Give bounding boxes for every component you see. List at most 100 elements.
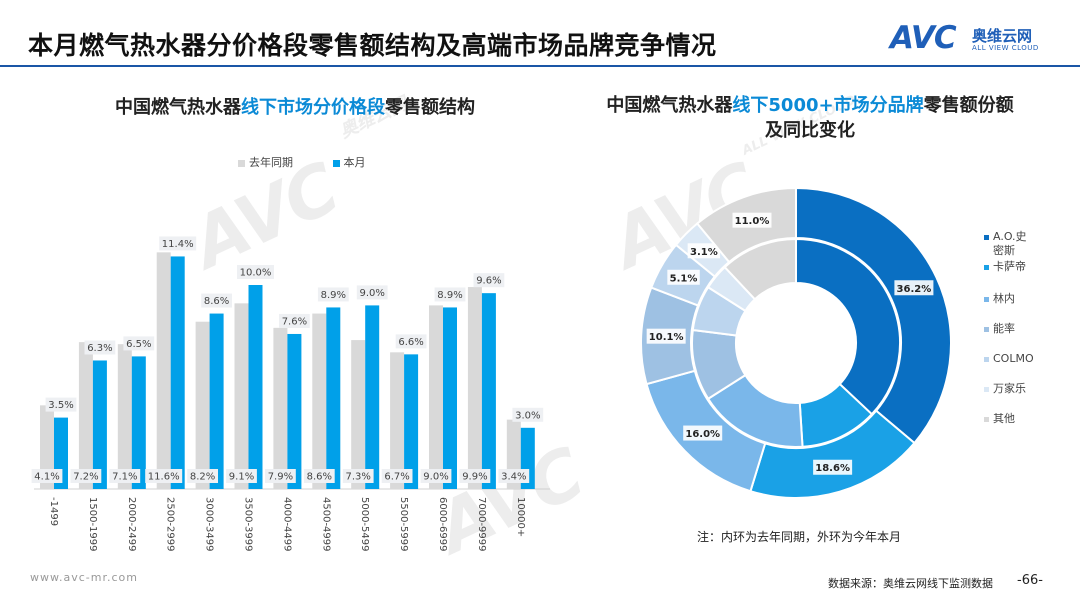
legend-prev-year: 去年同期 — [238, 154, 293, 170]
legend-swatch — [984, 326, 989, 332]
data-label-prev: 8.2% — [190, 472, 215, 483]
legend-item: COLMO — [984, 352, 1054, 366]
bar-prev-year — [351, 340, 366, 489]
data-label-prev: 7.2% — [73, 472, 98, 483]
data-label-prev: 9.9% — [462, 472, 487, 483]
bar-this-month — [248, 285, 263, 489]
tick-label: 3000-3499 — [204, 497, 215, 552]
tick-label: 6000-6999 — [437, 497, 448, 552]
title-divider — [0, 65, 1080, 67]
donut-slice-inner — [795, 237, 901, 416]
data-label-curr: 8.9% — [437, 290, 462, 301]
data-label-prev: 3.4% — [501, 472, 526, 483]
footer-url[interactable]: www.avc-mr.com — [30, 571, 138, 584]
label-bg — [187, 469, 218, 483]
data-label-curr: 6.3% — [87, 343, 112, 354]
slice-label: 36.2% — [897, 284, 932, 295]
bar-prev-year — [78, 342, 93, 489]
legend-swatch — [984, 296, 989, 302]
label-bg — [226, 469, 257, 483]
bar-this-month — [365, 305, 380, 489]
data-label-curr: 11.4% — [162, 239, 194, 250]
label-bg — [279, 313, 310, 328]
legend-label: 能率 — [993, 322, 1015, 335]
bar-this-month — [326, 307, 341, 489]
tick-label: 7000-9999 — [476, 497, 487, 552]
legend-item: A.O.史密斯 — [984, 230, 1054, 258]
tick-label: 3500-3999 — [243, 497, 254, 552]
legend-swatch — [984, 356, 989, 362]
bar-prev-year — [195, 321, 210, 489]
data-label-curr: 6.6% — [398, 337, 423, 348]
slice-label-bg — [667, 269, 700, 285]
bar-prev-year — [234, 303, 249, 489]
data-label-curr: 7.6% — [282, 316, 307, 327]
slice-label-bg — [894, 280, 934, 296]
brand-logo: AVC 奥维云网 ALL VIEW CLOUD — [890, 20, 1060, 56]
bar-this-month — [443, 307, 457, 489]
label-bg — [342, 469, 374, 483]
bar-prev-year — [40, 405, 54, 489]
tick-label: 2500-2999 — [165, 497, 176, 552]
page-title: 本月燃气热水器分价格段零售额结构及高端市场品牌竞争情况 — [28, 31, 717, 60]
logo-en: ALL VIEW CLOUD — [972, 44, 1039, 52]
bar-prev-year — [273, 327, 288, 489]
legend-label: 万家乐 — [993, 382, 1026, 395]
data-label-curr: 9.0% — [359, 288, 384, 299]
label-bg — [356, 285, 388, 300]
slice-label-bg — [732, 212, 772, 228]
data-label-prev: 9.1% — [229, 472, 254, 483]
slice-label-bg — [813, 459, 853, 475]
label-bg — [381, 469, 413, 483]
tick-label: -1499 — [48, 497, 59, 526]
label-bg — [459, 469, 491, 483]
bar-this-month — [287, 333, 302, 489]
slice-label: 5.1% — [670, 273, 698, 284]
data-label-prev: 4.1% — [34, 472, 59, 483]
data-label-prev: 8.6% — [307, 472, 332, 483]
slice-label: 3.1% — [690, 247, 718, 258]
legend-item: 卡萨帝 — [984, 260, 1054, 274]
bar-prev-year — [312, 313, 327, 489]
legend-label: 其他 — [993, 412, 1015, 425]
label-bg — [512, 407, 544, 422]
bar-this-month — [131, 356, 146, 489]
legend-swatch — [984, 416, 989, 422]
label-bg — [45, 397, 77, 412]
label-bg — [303, 469, 335, 483]
legend-label: A.O.史密斯 — [993, 230, 1027, 257]
logo-cn: 奥维云网 — [972, 27, 1033, 45]
legend-label: 卡萨帝 — [993, 260, 1026, 273]
bar-this-month — [170, 256, 185, 489]
data-label-curr: 8.6% — [204, 296, 229, 307]
page-number: -66- — [1017, 573, 1043, 588]
logo-mark: AVC — [890, 20, 957, 56]
bar-this-month — [92, 360, 107, 489]
data-label-curr: 10.0% — [240, 268, 272, 279]
bar-chart: 4.1% 3.5% -1499 7.2% 6.3% 1500-1999 7.1% 6.5% 20… — [31, 236, 550, 552]
label-bg — [201, 293, 232, 308]
label-bg — [265, 469, 296, 483]
slice-label: 10.1% — [649, 332, 684, 343]
tick-label: 2000-2499 — [126, 497, 137, 552]
slice-label: 18.6% — [815, 463, 850, 474]
tick-label: 5000-5499 — [359, 497, 370, 552]
label-bg — [145, 469, 183, 483]
tick-label: 4000-4499 — [281, 497, 292, 552]
data-label-prev: 7.3% — [345, 472, 370, 483]
bar-chart-legend: 去年同期 本月 — [238, 154, 402, 170]
bar-this-month — [209, 313, 224, 489]
bar-this-month — [481, 293, 496, 489]
data-label-curr: 8.9% — [321, 290, 346, 301]
donut-chart-title: 中国燃气热水器线下5000+市场分品牌零售额份额及同比变化 — [606, 95, 1014, 141]
label-bg — [70, 469, 102, 483]
slice-label-bg — [683, 425, 723, 441]
label-bg — [237, 265, 274, 279]
label-bg — [420, 469, 452, 483]
bar-this-month — [404, 354, 419, 489]
legend-swatch — [984, 386, 989, 392]
bar-prev-year — [390, 352, 405, 489]
donut-note: 注：内环为去年同期，外环为今年本月 — [697, 530, 902, 544]
bar-chart-title: 中国燃气热水器线下市场分价格段零售额结构 — [115, 97, 475, 118]
legend-this-month: 本月 — [332, 154, 366, 170]
